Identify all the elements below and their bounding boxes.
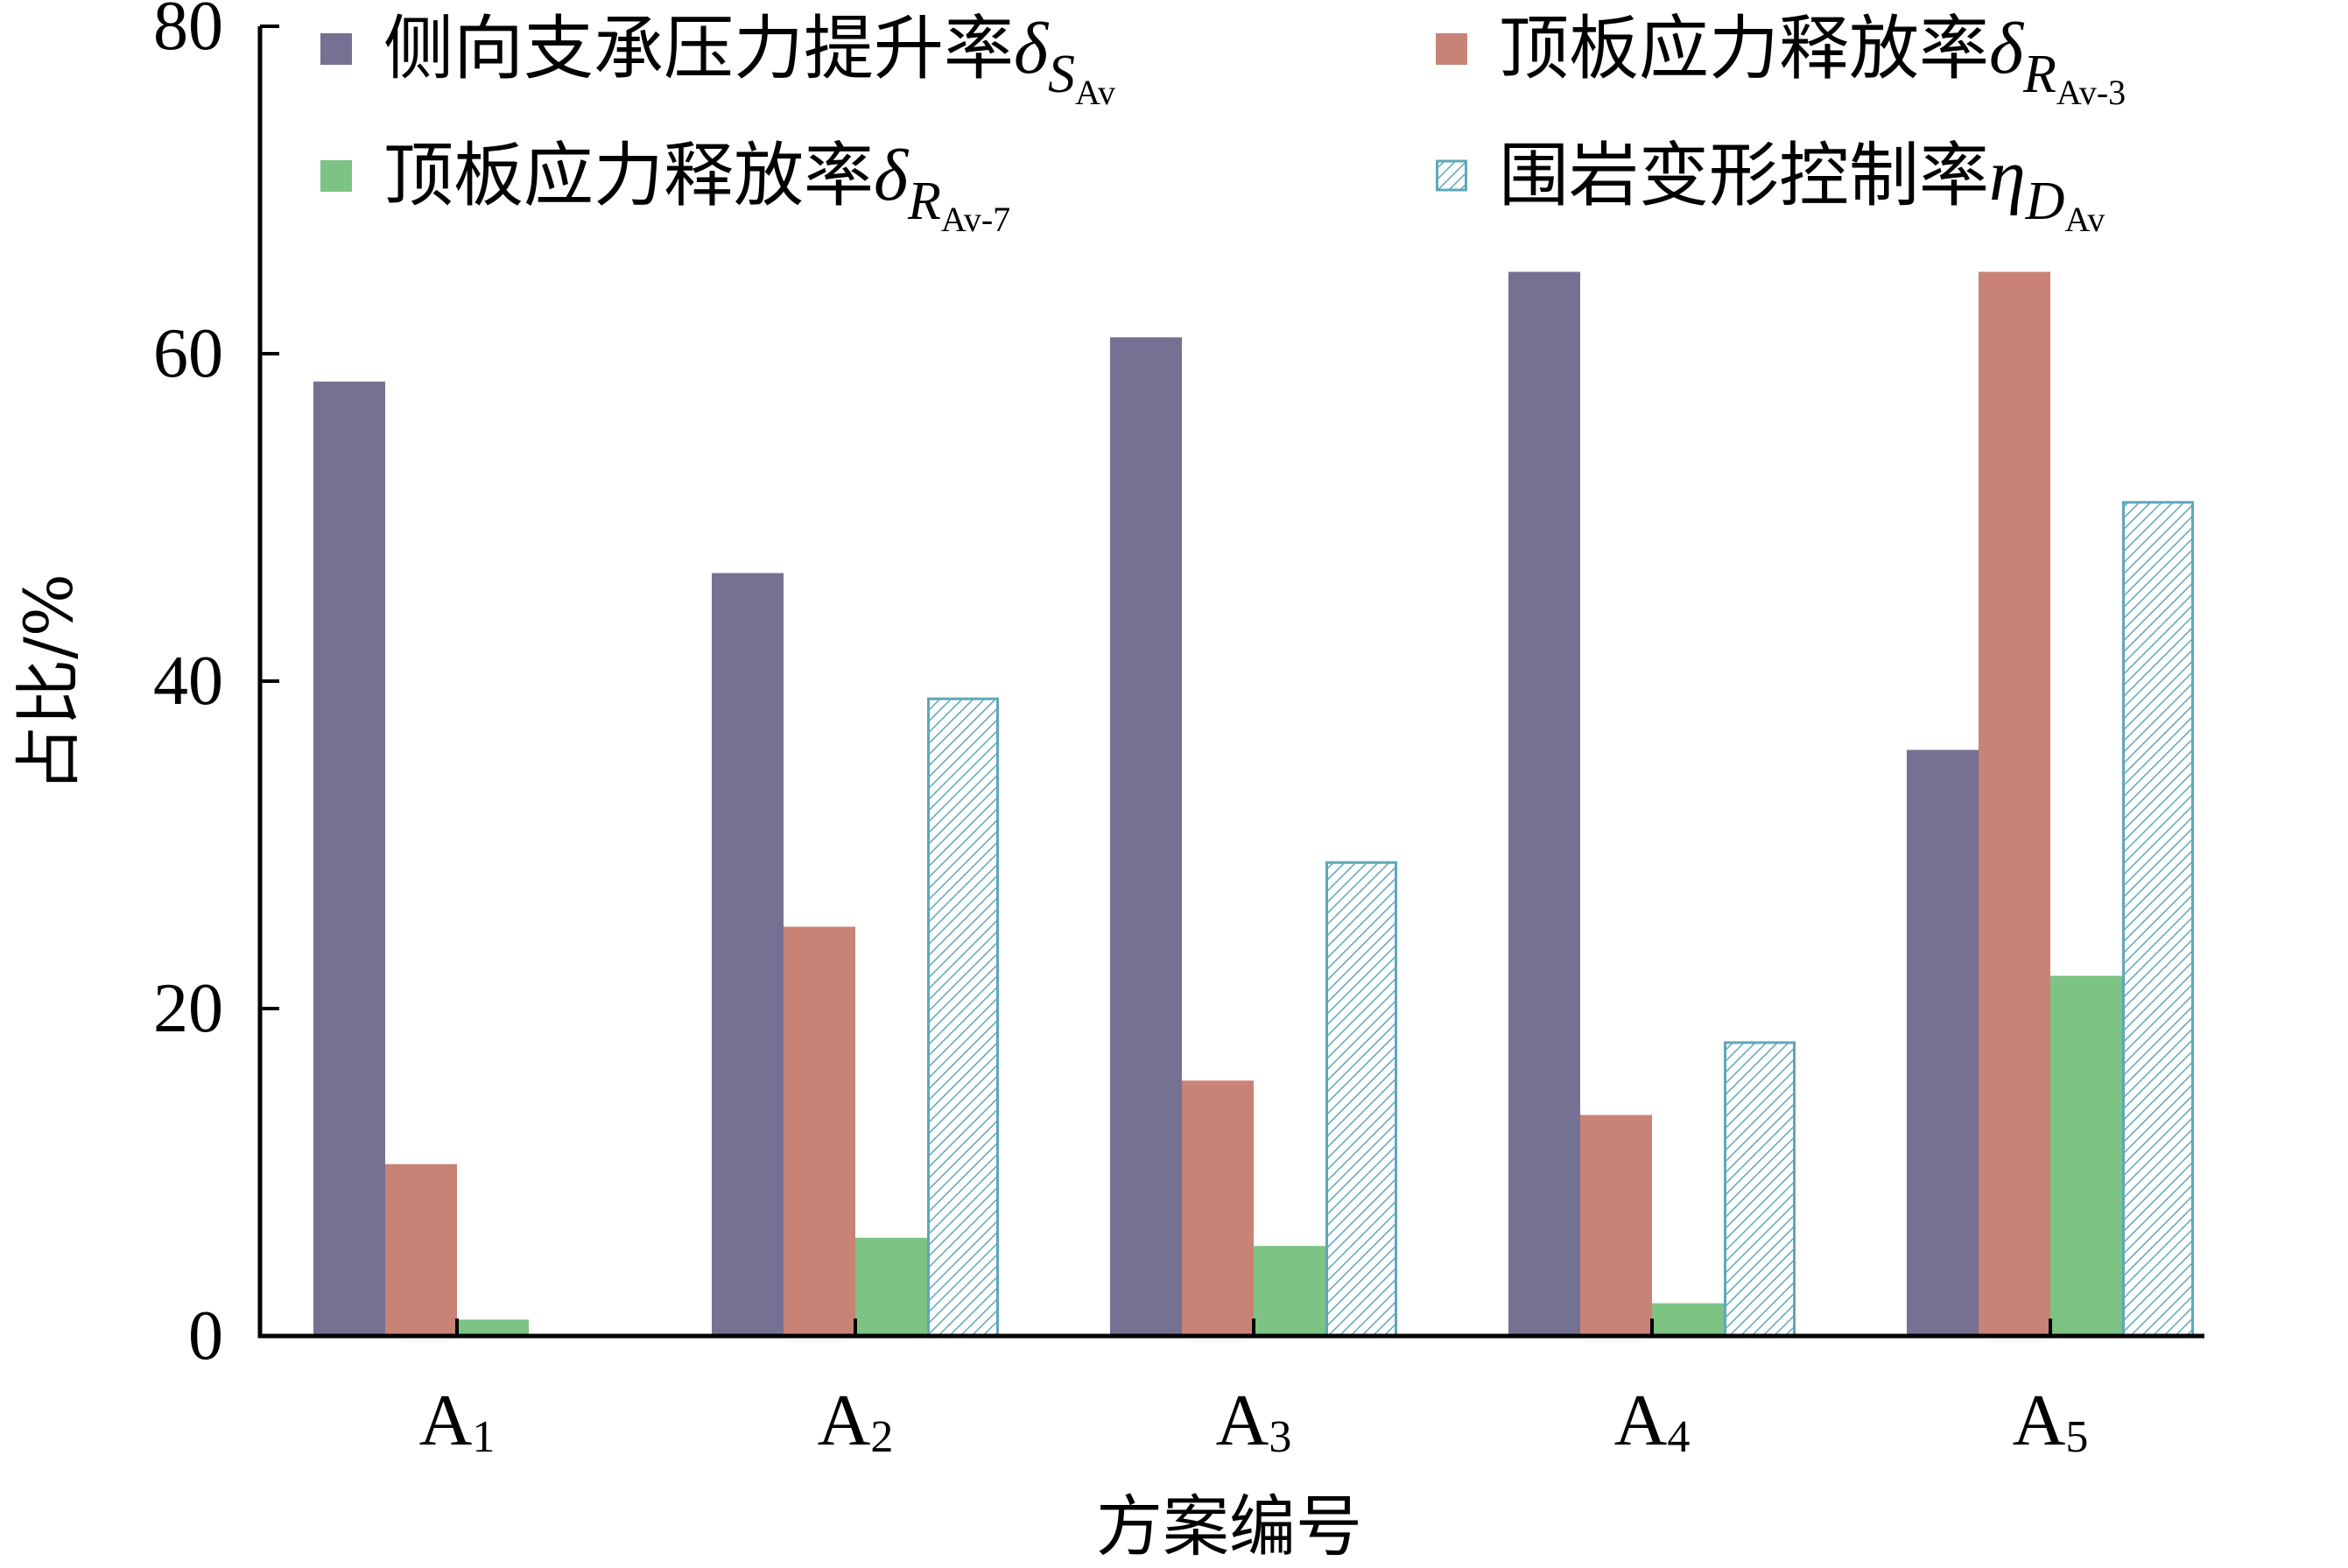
- bar-3-A3: [1254, 1246, 1325, 1336]
- legend-item-2: 顶板应力释放率δRAv-3: [1436, 8, 2126, 112]
- y-tick-label: 80: [153, 0, 223, 65]
- legend-swatch: [320, 160, 352, 192]
- bar-3-A2: [855, 1237, 927, 1336]
- bar-2-A4: [1580, 1114, 1652, 1336]
- bar-3-A5: [2050, 975, 2122, 1336]
- x-tick-label: A1: [419, 1380, 496, 1462]
- bar-2-A2: [784, 926, 855, 1336]
- bar-4-A2: [927, 697, 999, 1338]
- x-tick-label: A5: [2013, 1380, 2089, 1462]
- bar-2-A1: [385, 1164, 457, 1336]
- legend-item-3: 顶板应力释放率δRAv-7: [320, 135, 1010, 239]
- bar-4-A3: [1325, 861, 1397, 1338]
- x-axis-label: 方案编号: [1096, 1487, 1362, 1565]
- y-tick-label: 40: [153, 643, 223, 720]
- x-tick-label: A2: [818, 1380, 894, 1462]
- legend-label: 顶板应力释放率δRAv-7: [383, 135, 1010, 239]
- y-tick-label: 0: [188, 1297, 223, 1375]
- y-axis-label: 占比/%: [10, 573, 88, 792]
- bars-group: [313, 271, 2194, 1338]
- bar-4-A5: [2122, 501, 2194, 1338]
- legend-label: 围岩变形控制率ηDAv: [1499, 135, 2105, 239]
- bar-1-A4: [1508, 271, 1580, 1336]
- bar-1-A2: [712, 573, 784, 1336]
- x-tick-label: A3: [1216, 1380, 1292, 1462]
- legend-label: 顶板应力释放率δRAv-3: [1499, 8, 2126, 112]
- bar-3-A4: [1652, 1303, 1724, 1336]
- y-tick-label: 60: [153, 315, 223, 392]
- y-ticks: 0 20 40 60 80: [153, 0, 279, 1375]
- bar-3-A1: [457, 1319, 529, 1336]
- legend-swatch: [320, 33, 352, 65]
- legend-swatch: [1436, 159, 1467, 192]
- bar-1-A3: [1110, 337, 1182, 1336]
- legend-item-1: 侧向支承压力提升率δSAv: [320, 8, 1115, 112]
- legend-swatch: [1436, 33, 1467, 65]
- bar-1-A5: [1907, 749, 1979, 1336]
- bar-2-A3: [1182, 1080, 1254, 1336]
- bar-1-A1: [313, 381, 385, 1336]
- bar-4-A4: [1724, 1041, 1796, 1338]
- legend: 侧向支承压力提升率δSAv 顶板应力释放率δRAv-3 顶板应力释放率δRAv-7 围…: [320, 8, 2126, 239]
- legend-item-4: 围岩变形控制率ηDAv: [1436, 135, 2105, 239]
- x-ticks: A1 A2 A3 A4 A5: [419, 1318, 2089, 1462]
- bar-2-A5: [1979, 271, 2050, 1336]
- x-tick-label: A4: [1614, 1380, 1691, 1462]
- y-tick-label: 20: [153, 970, 223, 1047]
- legend-label: 侧向支承压力提升率δSAv: [383, 8, 1115, 112]
